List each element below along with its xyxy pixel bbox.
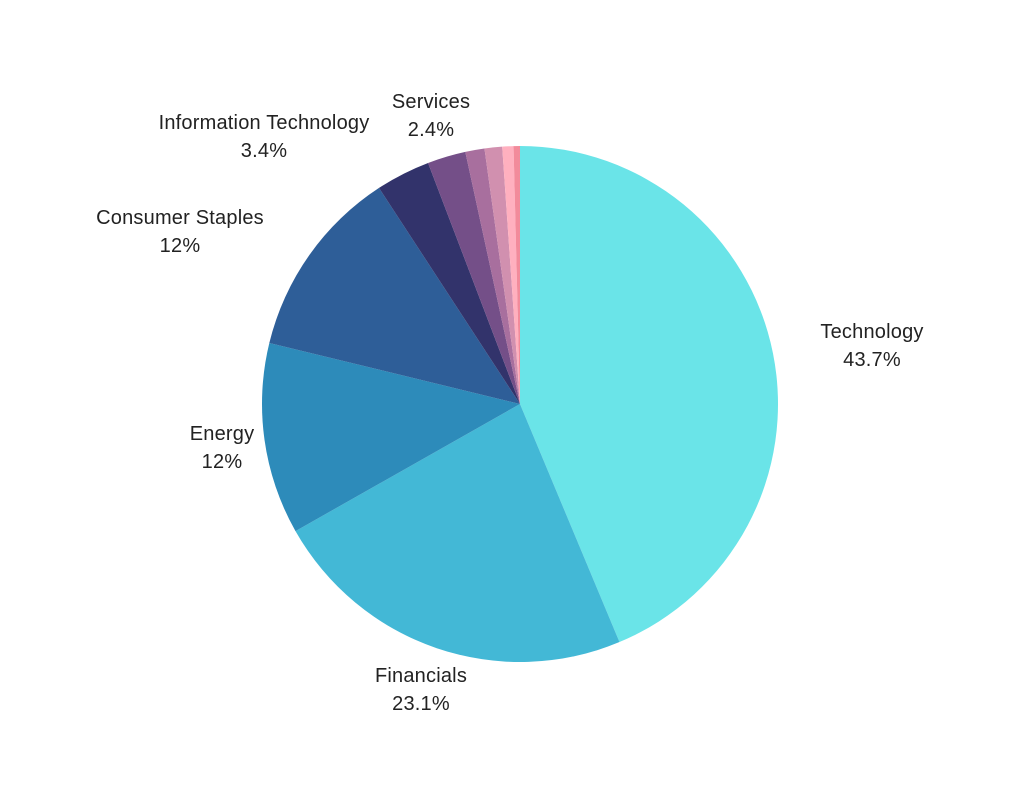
label-technology: Technology 43.7% — [820, 318, 923, 374]
pie-slices — [262, 145, 779, 663]
pie-slice-other-9 — [513, 145, 520, 404]
label-consumer-staples-name: Consumer Staples — [96, 207, 264, 229]
pie-slice-technology — [520, 146, 779, 643]
label-information-technology: Information Technology 3.4% — [159, 109, 370, 165]
label-energy-value: 12% — [201, 451, 243, 473]
pie-slice-other-6 — [465, 148, 520, 404]
label-financials: Financials 23.1% — [375, 662, 467, 718]
label-financials-value: 23.1% — [392, 693, 450, 715]
label-energy: Energy 12% — [190, 420, 255, 476]
label-services-name: Services — [391, 91, 471, 113]
label-energy-name: Energy — [189, 423, 255, 445]
label-technology-name: Technology — [820, 321, 924, 343]
label-services: Services 2.4% — [392, 88, 470, 144]
label-consumer-staples-value: 12% — [159, 235, 201, 257]
pie-slice-information-technology — [379, 162, 520, 404]
pie-slice-energy — [262, 342, 520, 532]
label-information-technology-value: 3.4% — [240, 140, 288, 162]
label-technology-value: 43.7% — [843, 349, 901, 371]
label-consumer-staples: Consumer Staples 12% — [96, 204, 264, 260]
pie-slice-other-8 — [502, 146, 520, 404]
pie-slice-services — [428, 151, 520, 404]
label-information-technology-name: Information Technology — [158, 112, 370, 134]
pie-slice-consumer-staples — [269, 187, 520, 404]
pie-slice-other-7 — [484, 146, 520, 404]
label-financials-name: Financials — [374, 665, 468, 687]
label-services-value: 2.4% — [407, 119, 455, 141]
pie-slice-financials — [295, 404, 620, 663]
